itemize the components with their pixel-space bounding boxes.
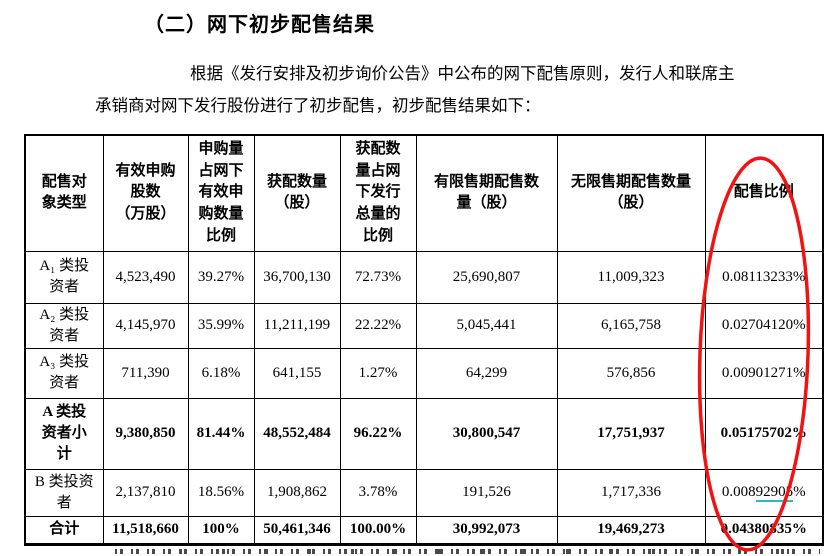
data-cell: 35.99% — [187, 302, 255, 349]
row-label-cell: A 类投 资者小 计 — [24, 397, 104, 470]
data-cell: 0.00901271% — [704, 347, 824, 399]
data-cell: 11,009,323 — [556, 250, 706, 304]
data-cell: 576,856 — [556, 347, 706, 399]
data-cell: 0.08113233% — [704, 250, 824, 304]
header-cell: 有限售期配售数 量（股） — [415, 134, 558, 252]
header-cell: 获配数 量占网 下发行 总量的 比例 — [339, 134, 417, 252]
data-cell: 22.22% — [339, 302, 417, 349]
table-row: 合计 11,518,660 100% 50,461,346 100.00% 30,992,… — [24, 515, 824, 545]
table-row: B 类投资 者 2,137,810 18.56% 1,908,862 3.78% 191,… — [24, 468, 824, 517]
row-label-cell: A₃ 类投 资者 — [24, 347, 104, 399]
header-cell: 配售对 象类型 — [24, 134, 104, 252]
data-cell: 19,469,273 — [556, 515, 706, 545]
data-cell: 64,299 — [415, 347, 558, 399]
row-label-cell: 合计 — [24, 515, 104, 545]
table-row: A₃ 类投 资者 711,390 6.18% 641,155 1.27% 64,299 57… — [24, 347, 824, 399]
cell-with-underline: 0.00892905% — [704, 468, 824, 517]
data-cell: 30,992,073 — [415, 515, 558, 545]
data-cell: 6,165,758 — [556, 302, 706, 349]
header-cell: 获配数量 （股） — [253, 134, 341, 252]
header-cell: 有效申购 股数 （万股） — [102, 134, 189, 252]
data-cell: 0.02704120% — [704, 302, 824, 349]
table-header-row: 配售对 象类型 有效申购 股数 （万股） 申购量 占网下 有效申 购数量 比例 获配数… — [24, 134, 824, 252]
table-row: A 类投 资者小 计 9,380,850 81.44% 48,552,484 96.22… — [24, 397, 824, 470]
table-body: A₁ 类投 资者 4,523,490 39.27% 36,700,130 72.73% 2… — [24, 250, 824, 545]
data-cell: 11,211,199 — [253, 302, 341, 349]
data-cell: 81.44% — [187, 397, 255, 470]
data-cell: 2,137,810 — [102, 468, 189, 517]
data-cell: 72.73% — [339, 250, 417, 304]
data-cell: 191,526 — [415, 468, 558, 517]
header-cell: 无限售期配售数量 （股） — [556, 134, 706, 252]
header-cell: 配售比例 — [704, 134, 824, 252]
data-cell: 48,552,484 — [253, 397, 341, 470]
data-cell: 100.00% — [339, 515, 417, 545]
data-cell: 1.27% — [339, 347, 417, 399]
data-cell: 96.22% — [339, 397, 417, 470]
data-cell: 11,518,660 — [102, 515, 189, 545]
data-cell: 6.18% — [187, 347, 255, 399]
data-cell: 4,145,970 — [102, 302, 189, 349]
data-cell: 711,390 — [102, 347, 189, 399]
table-row: A₂ 类投 资者 4,145,970 35.99% 11,211,199 22.22% 5… — [24, 302, 824, 349]
table-row: A₁ 类投 资者 4,523,490 39.27% 36,700,130 72.73% 2… — [24, 250, 824, 304]
row-label-cell: A₂ 类投 资者 — [24, 302, 104, 349]
data-cell: 1,908,862 — [253, 468, 341, 517]
header-cell: 申购量 占网下 有效申 购数量 比例 — [187, 134, 255, 252]
row-label-cell: A₁ 类投 资者 — [24, 250, 104, 304]
data-cell: 100% — [187, 515, 255, 545]
allocation-table: 配售对 象类型 有效申购 股数 （万股） 申购量 占网下 有效申 购数量 比例 获配数… — [24, 134, 824, 546]
data-cell: 5,045,441 — [415, 302, 558, 349]
data-cell: 50,461,346 — [253, 515, 341, 545]
paragraph-line-2: 承销商对网下发行股份进行了初步配售，初步配售结果如下： — [95, 96, 541, 115]
data-cell: 0.04380835% — [704, 515, 824, 545]
data-cell: 1,717,336 — [556, 468, 706, 517]
data-cell: 25,690,807 — [415, 250, 558, 304]
data-cell: 36,700,130 — [253, 250, 341, 304]
data-cell: 39.27% — [187, 250, 255, 304]
table-header-row: 配售对 象类型 有效申购 股数 （万股） 申购量 占网下 有效申 购数量 比例 获配数… — [24, 134, 824, 252]
data-cell: 18.56% — [187, 468, 255, 517]
section-heading: （二）网下初步配售结果 — [144, 14, 375, 36]
row-label-cell: B 类投资 者 — [24, 468, 104, 517]
data-cell: 4,523,490 — [102, 250, 189, 304]
data-cell: 17,751,937 — [556, 397, 706, 470]
underlined-text: 92905 — [755, 484, 794, 502]
data-cell: 3.78% — [339, 468, 417, 517]
clipped-text-line — [115, 549, 820, 554]
data-cell: 641,155 — [253, 347, 341, 399]
data-cell: 0.05175702% — [704, 397, 824, 470]
data-cell: 30,800,547 — [415, 397, 558, 470]
paragraph-line-1: 根据《发行安排及初步询价公告》中公布的网下配售原则，发行人和联席主 — [190, 64, 735, 83]
data-cell: 9,380,850 — [102, 397, 189, 470]
